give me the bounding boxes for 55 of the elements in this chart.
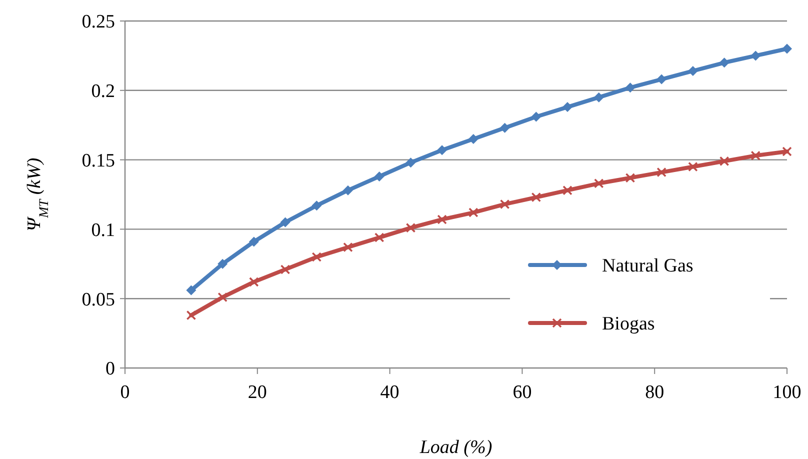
point <box>468 208 478 218</box>
y-tick-label: 0 <box>106 358 115 380</box>
x-tick-label: 20 <box>248 382 267 403</box>
point <box>782 146 792 156</box>
point <box>374 171 384 182</box>
point <box>625 82 636 93</box>
point <box>531 112 542 122</box>
point <box>750 50 761 61</box>
point <box>280 217 290 228</box>
point <box>343 242 353 252</box>
x-tick-label: 60 <box>512 382 532 403</box>
point <box>186 310 196 320</box>
point <box>312 252 322 262</box>
y-tick-label: 0.1 <box>91 220 115 241</box>
x-tick-label: 0 <box>120 382 130 403</box>
point <box>437 145 448 156</box>
legend-label: Natural Gas <box>602 256 694 277</box>
x-tick-label: 100 <box>772 382 802 403</box>
point <box>656 167 666 178</box>
point <box>406 158 416 168</box>
point <box>342 185 353 196</box>
point <box>719 156 730 166</box>
y-tick-label: 0.25 <box>82 12 115 33</box>
point <box>625 172 636 183</box>
point <box>531 192 542 202</box>
point <box>500 199 510 210</box>
point <box>562 185 572 196</box>
point <box>688 162 698 172</box>
point <box>218 258 228 269</box>
point <box>248 236 259 247</box>
point <box>186 285 196 296</box>
legend-label: Biogas <box>602 314 655 335</box>
point <box>374 232 384 242</box>
point <box>594 178 604 188</box>
point <box>437 214 447 224</box>
point <box>750 150 761 161</box>
x-tick-label: 40 <box>380 382 400 403</box>
point <box>719 58 730 68</box>
y-tick-label: 0.05 <box>82 289 115 310</box>
point <box>782 44 792 54</box>
point <box>500 122 510 133</box>
point <box>562 102 572 112</box>
point <box>468 134 478 144</box>
point <box>656 74 667 84</box>
point <box>688 66 698 76</box>
point <box>594 92 604 102</box>
point <box>218 292 228 302</box>
point <box>312 200 322 211</box>
y-tick-label: 0.15 <box>82 150 115 172</box>
point <box>248 277 259 287</box>
x-tick-label: 80 <box>645 382 664 403</box>
point <box>280 264 290 274</box>
x-axis-title: Load (%) <box>418 437 492 458</box>
point <box>406 222 416 233</box>
y-tick-label: 0.2 <box>91 81 115 102</box>
